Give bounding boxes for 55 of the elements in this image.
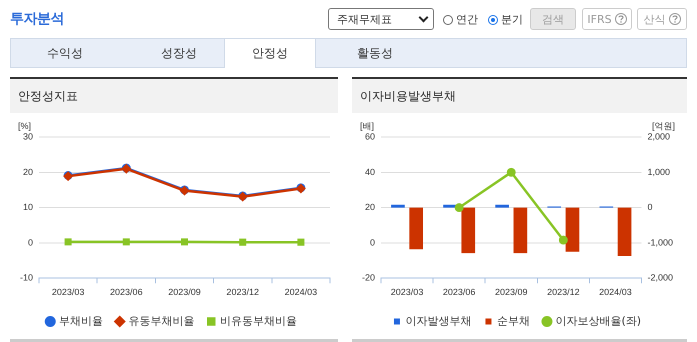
text: IFRS [587, 12, 612, 26]
text: 검색 [530, 8, 576, 30]
chart-title: 이자비용발생부채 [352, 79, 687, 113]
y2-tick-label: 2,000 [647, 131, 670, 142]
y-axis-title: [배] [360, 120, 374, 131]
x-tick-label: 2023/06 [442, 287, 476, 298]
text: 활동성 [356, 44, 394, 62]
point [122, 238, 130, 246]
point [239, 238, 246, 246]
text: 산식 [644, 12, 666, 26]
y-tick-label: 10 [22, 202, 34, 212]
text: 분기 [501, 12, 523, 27]
y-axis-title: [%] [18, 120, 32, 131]
y-tick-label: 0 [370, 237, 376, 248]
y-tick-label: -20 [362, 272, 376, 283]
point [454, 203, 464, 212]
text: 안정성 [224, 38, 316, 68]
x-tick-label: 2023/09 [494, 287, 528, 298]
point [558, 236, 568, 245]
point [180, 238, 188, 246]
point [64, 238, 72, 246]
x-tick-label: 2023/12 [547, 287, 580, 298]
legend-label: 순부채 [496, 314, 530, 328]
x-tick-label: 2024/03 [284, 287, 318, 298]
y-tick-label: 30 [22, 131, 34, 142]
text: 수익성 [46, 44, 84, 62]
y2-axis-title: [억원] [652, 120, 675, 131]
y-tick-label: 60 [364, 131, 376, 142]
y-tick-label: 20 [22, 166, 34, 177]
x-tick-label: 2023/03 [390, 287, 424, 298]
legend-label: 부채비율 [58, 314, 103, 328]
x-tick-label: 2023/12 [226, 287, 259, 298]
legend-label: 비유동부채비율 [220, 314, 297, 328]
y-tick-label: 20 [364, 202, 376, 212]
y2-tick-label: -2,000 [647, 272, 674, 283]
y-tick-label: 40 [364, 166, 376, 177]
y2-tick-label: -1,000 [647, 237, 674, 248]
x-tick-label: 2024/03 [599, 287, 632, 298]
y2-tick-label: 1,000 [647, 166, 670, 177]
y-tick-label: -10 [20, 272, 34, 283]
legend-label: 이자발생부채 [405, 314, 472, 328]
x-tick-label: 2023/03 [52, 287, 84, 298]
y-tick-label: 0 [28, 237, 34, 248]
text: 투자분석 [10, 10, 64, 28]
text: 주재무제표 [337, 12, 392, 26]
text: 연간 [456, 12, 478, 27]
point [297, 238, 304, 246]
x-tick-label: 2023/09 [168, 287, 201, 298]
chart-title: 안정성지표 [10, 79, 338, 113]
text: 성장성 [160, 44, 198, 62]
point [506, 168, 516, 177]
x-tick-label: 2023/06 [110, 287, 143, 298]
legend-label: 유동부채비율 [128, 314, 194, 328]
y2-tick-label: 0 [647, 202, 652, 212]
legend-label: 이자보상배율(좌) [555, 314, 642, 328]
